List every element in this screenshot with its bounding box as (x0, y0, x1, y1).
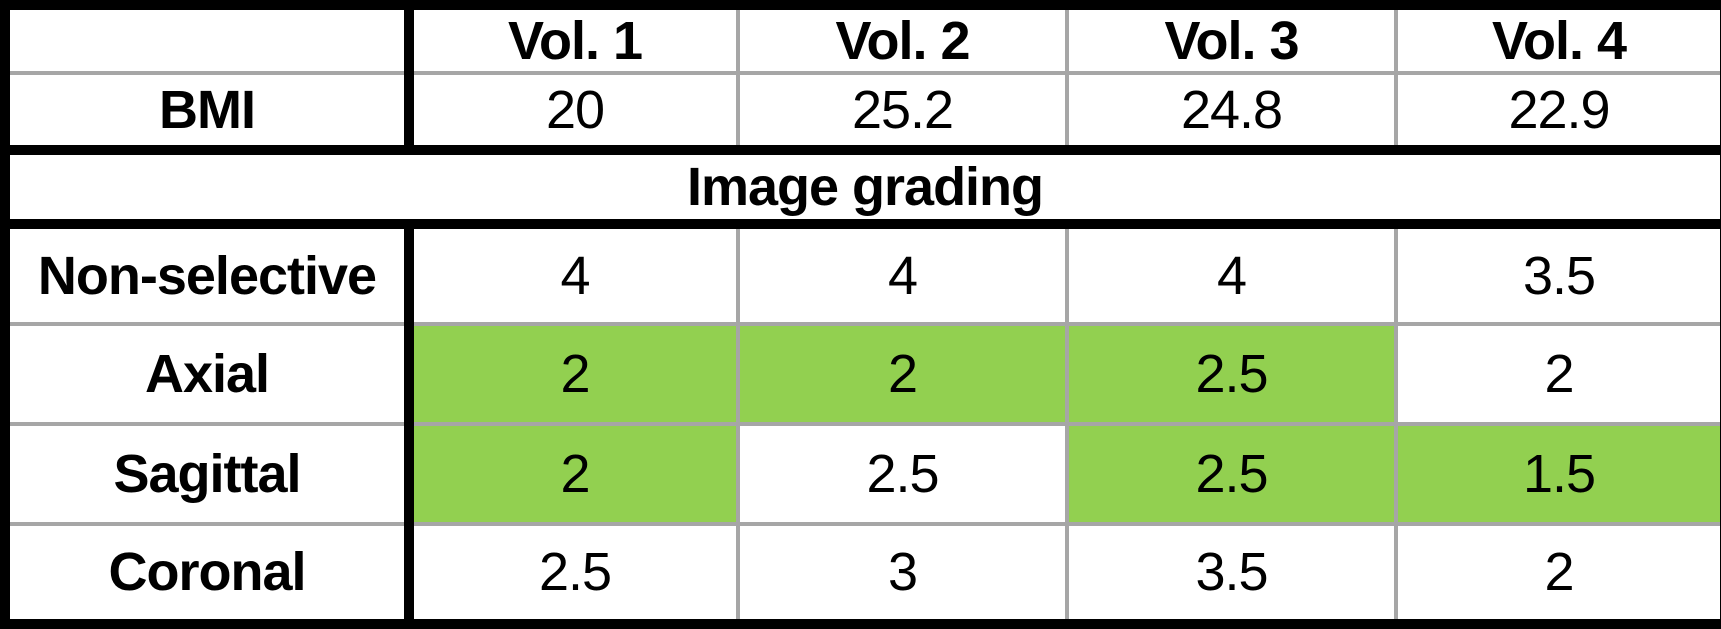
grade-non-selective-vol-4: 3.5 (1394, 219, 1721, 327)
bmi-row: BMI 20 25.2 24.8 22.9 (0, 71, 1721, 155)
header-row: Vol. 1 Vol. 2 Vol. 3 Vol. 4 (0, 0, 1721, 76)
col-header-vol-3: Vol. 3 (1065, 0, 1398, 76)
grade-sagittal-vol-3: 2.5 (1065, 422, 1398, 526)
col-header-vol-1: Vol. 1 (407, 0, 740, 76)
col-header-vol-2: Vol. 2 (736, 0, 1069, 76)
bmi-label: BMI (0, 71, 414, 155)
grade-sagittal-vol-2: 2.5 (736, 422, 1069, 526)
grade-coronal-vol-1: 2.5 (407, 521, 740, 629)
row-axial: Axial 2 2 2.5 2 (0, 322, 1721, 426)
row-label-coronal: Coronal (0, 521, 414, 629)
grade-coronal-vol-3: 3.5 (1065, 521, 1398, 629)
col-header-vol-4: Vol. 4 (1394, 0, 1721, 76)
bmi-value-vol-4: 22.9 (1394, 71, 1721, 155)
grade-axial-vol-3: 2.5 (1065, 322, 1398, 426)
row-label-sagittal: Sagittal (0, 422, 414, 526)
bmi-value-vol-1: 20 (407, 71, 740, 155)
section-row: Image grading (0, 144, 1721, 230)
row-label-axial: Axial (0, 322, 414, 426)
grade-coronal-vol-4: 2 (1394, 521, 1721, 629)
grade-non-selective-vol-2: 4 (736, 219, 1069, 327)
bmi-value-vol-3: 24.8 (1065, 71, 1398, 155)
section-title-image-grading: Image grading (0, 144, 1721, 230)
grade-axial-vol-1: 2 (407, 322, 740, 426)
row-sagittal: Sagittal 2 2.5 2.5 1.5 (0, 422, 1721, 526)
row-coronal: Coronal 2.5 3 3.5 2 (0, 521, 1721, 629)
grade-sagittal-vol-1: 2 (407, 422, 740, 526)
grade-non-selective-vol-3: 4 (1065, 219, 1398, 327)
grade-sagittal-vol-4: 1.5 (1394, 422, 1721, 526)
grade-axial-vol-2: 2 (736, 322, 1069, 426)
row-non-selective: Non-selective 4 4 4 3.5 (0, 219, 1721, 327)
grade-non-selective-vol-1: 4 (407, 219, 740, 327)
corner-cell (0, 0, 414, 76)
grade-axial-vol-4: 2 (1394, 322, 1721, 426)
row-label-non-selective: Non-selective (0, 219, 414, 327)
grade-coronal-vol-2: 3 (736, 521, 1069, 629)
bmi-value-vol-2: 25.2 (736, 71, 1069, 155)
